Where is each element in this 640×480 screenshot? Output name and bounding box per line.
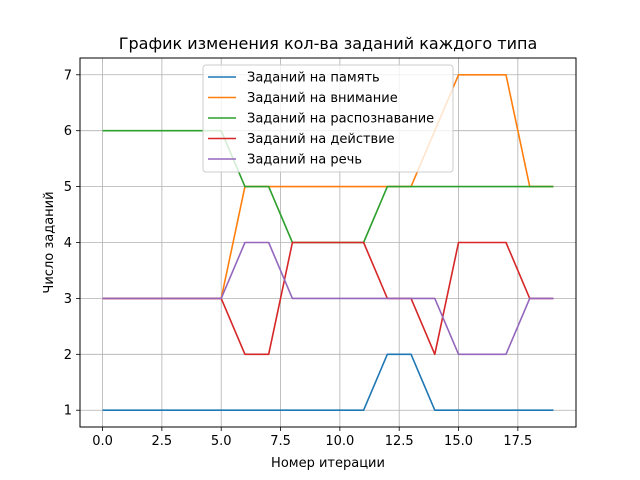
legend-label-5: Заданий на речь bbox=[247, 153, 362, 168]
x-axis-label: Номер итерации bbox=[271, 456, 385, 471]
x-tick-label: 10.0 bbox=[325, 434, 354, 449]
y-tick-label: 4 bbox=[64, 236, 72, 251]
y-tick-label: 6 bbox=[64, 124, 72, 139]
legend-label-4: Заданий на действие bbox=[247, 132, 395, 147]
y-tick-label: 5 bbox=[64, 180, 72, 195]
chart-title: График изменения кол-ва заданий каждого … bbox=[119, 34, 538, 53]
legend-box bbox=[202, 64, 454, 173]
y-tick-label: 3 bbox=[64, 292, 72, 307]
series-lines bbox=[102, 73, 554, 412]
x-axis-ticks: 0.0 2.5 5.0 7.5 10.0 12.5 15.0 17.5 bbox=[92, 427, 532, 449]
legend-label-3: Заданий на распознавание bbox=[247, 112, 434, 127]
x-tick-label: 2.5 bbox=[152, 434, 173, 449]
legend-label-1: Заданий на память bbox=[247, 71, 380, 86]
x-tick-label: 17.5 bbox=[503, 434, 532, 449]
y-axis-ticks: 1 2 3 4 5 6 7 bbox=[64, 68, 80, 419]
legend-label-2: Заданий на внимание bbox=[247, 91, 398, 106]
x-tick-label: 5.0 bbox=[211, 434, 232, 449]
y-axis-label: Число заданий bbox=[42, 191, 57, 293]
series-line-1 bbox=[102, 353, 554, 412]
y-tick-label: 7 bbox=[64, 68, 72, 83]
x-tick-label: 7.5 bbox=[270, 434, 291, 449]
y-tick-label: 1 bbox=[64, 404, 72, 419]
legend: Заданий на память Заданий на внимание Зада… bbox=[202, 64, 454, 173]
x-tick-label: 0.0 bbox=[92, 434, 113, 449]
y-tick-label: 2 bbox=[64, 348, 72, 363]
x-tick-label: 15.0 bbox=[444, 434, 473, 449]
series-line-5 bbox=[102, 241, 554, 356]
x-tick-label: 12.5 bbox=[385, 434, 414, 449]
